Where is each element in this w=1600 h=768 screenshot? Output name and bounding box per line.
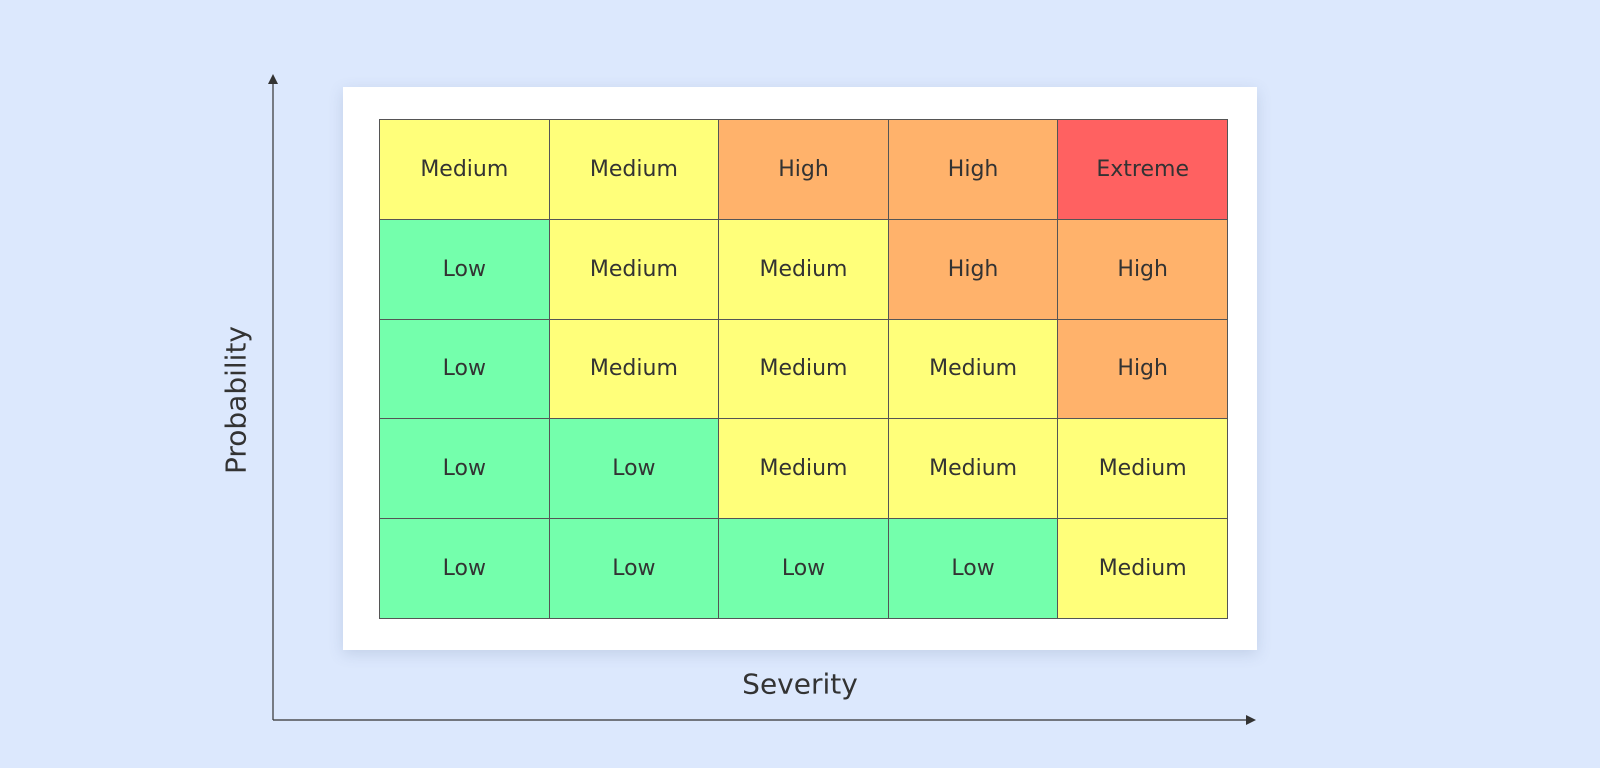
matrix-cell-r4-c5: Medium: [1058, 419, 1228, 520]
matrix-cell-r2-c1: Low: [380, 219, 550, 320]
matrix-cell-r2-c2: Medium: [549, 219, 720, 320]
matrix-cell-r1-c5: Extreme: [1058, 120, 1228, 220]
risk-matrix-grid: Medium Medium High High Extreme Low Medium Medi…: [379, 119, 1228, 619]
matrix-cell-r5-c2: Low: [549, 519, 720, 619]
matrix-cell-r4-c3: Medium: [719, 419, 889, 520]
matrix-cell-r1-c1: Medium: [380, 120, 550, 220]
matrix-cell-r4-c1: Low: [380, 419, 550, 520]
matrix-cell-r2-c5: High: [1058, 219, 1228, 320]
x-axis-arrow-icon: [1246, 715, 1256, 725]
matrix-cell-r4-c4: Medium: [888, 419, 1059, 520]
matrix-cell-r3-c1: Low: [380, 319, 550, 420]
matrix-cell-r5-c4: Low: [888, 519, 1059, 619]
matrix-cell-r2-c3: Medium: [719, 219, 889, 320]
matrix-cell-r3-c5: High: [1058, 319, 1228, 420]
y-axis-label: Probability: [219, 325, 253, 475]
matrix-cell-r4-c2: Low: [549, 419, 720, 520]
matrix-cell-r5-c1: Low: [380, 519, 550, 619]
matrix-cell-r1-c3: High: [719, 120, 889, 220]
matrix-cell-r5-c3: Low: [719, 519, 889, 619]
matrix-cell-r1-c4: High: [888, 120, 1059, 220]
matrix-cell-r3-c3: Medium: [719, 319, 889, 420]
matrix-cell-r5-c5: Medium: [1058, 519, 1228, 619]
x-axis-label: Severity: [742, 667, 858, 701]
risk-matrix-card: Medium Medium High High Extreme Low Medium Medi…: [343, 87, 1257, 650]
matrix-cell-r1-c2: Medium: [549, 120, 720, 220]
matrix-cell-r3-c4: Medium: [888, 319, 1059, 420]
y-axis-arrow-icon: [268, 74, 278, 84]
matrix-cell-r2-c4: High: [888, 219, 1059, 320]
matrix-cell-r3-c2: Medium: [549, 319, 720, 420]
